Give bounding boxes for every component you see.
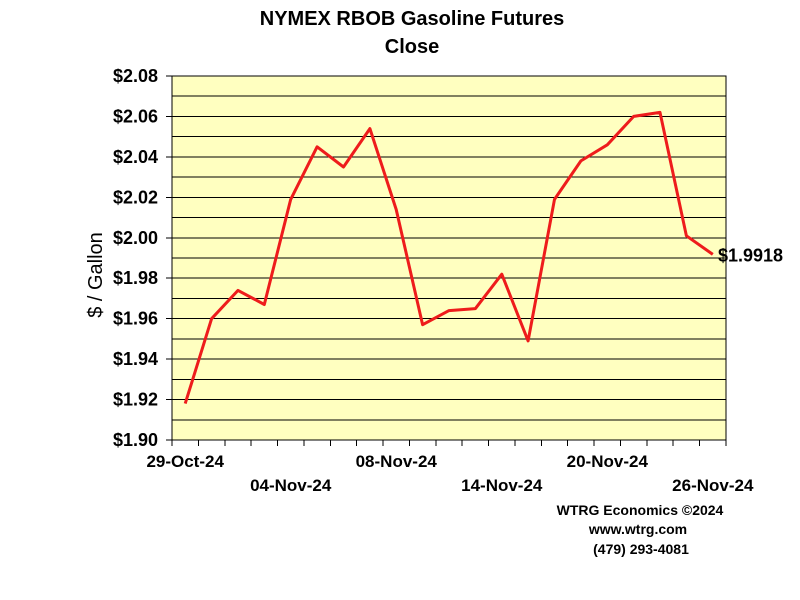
y-tick-label: $1.98: [113, 268, 158, 288]
chart-title: NYMEX RBOB Gasoline Futures: [260, 8, 565, 30]
credit-company: WTRG Economics ©2024: [557, 502, 724, 518]
y-tick-label: $2.08: [113, 66, 158, 86]
series-line: [183, 110, 714, 405]
y-tick-label: $1.96: [113, 309, 158, 329]
x-axis: 29-Oct-24 04-Nov-24 08-Nov-24 14-Nov-24 20-N…: [146, 440, 754, 495]
y-tick-label: $2.02: [113, 187, 158, 207]
x-tick-label: 20-Nov-24: [567, 452, 649, 471]
x-tick-label: 14-Nov-24: [461, 476, 543, 495]
y-tick-label: $1.94: [113, 349, 158, 369]
grid-lines: [172, 95, 726, 421]
x-tick-label: 04-Nov-24: [250, 476, 332, 495]
y-tick-label: $2.06: [113, 106, 158, 126]
x-tick-label: 29-Oct-24: [146, 452, 224, 471]
y-tick-label: $2.04: [113, 147, 158, 167]
y-tick-label: $1.92: [113, 390, 158, 410]
y-tick-label: $1.90: [113, 430, 158, 450]
y-tick-label: $2.00: [113, 228, 158, 248]
x-tick-label: 08-Nov-24: [356, 452, 438, 471]
y-axis: $1.90 $1.92 $1.94 $1.96 $1.98 $2.00 $2.02 $2.04…: [113, 66, 172, 450]
y-axis-label: $ / Gallon: [85, 232, 107, 318]
credit-website: www.wtrg.com: [588, 521, 687, 537]
credit-phone: (479) 293-4081: [593, 541, 689, 557]
x-tick-label: 26-Nov-24: [672, 476, 754, 495]
chart-subtitle: Close: [385, 36, 439, 58]
last-value-label: $1.9918: [718, 245, 783, 265]
